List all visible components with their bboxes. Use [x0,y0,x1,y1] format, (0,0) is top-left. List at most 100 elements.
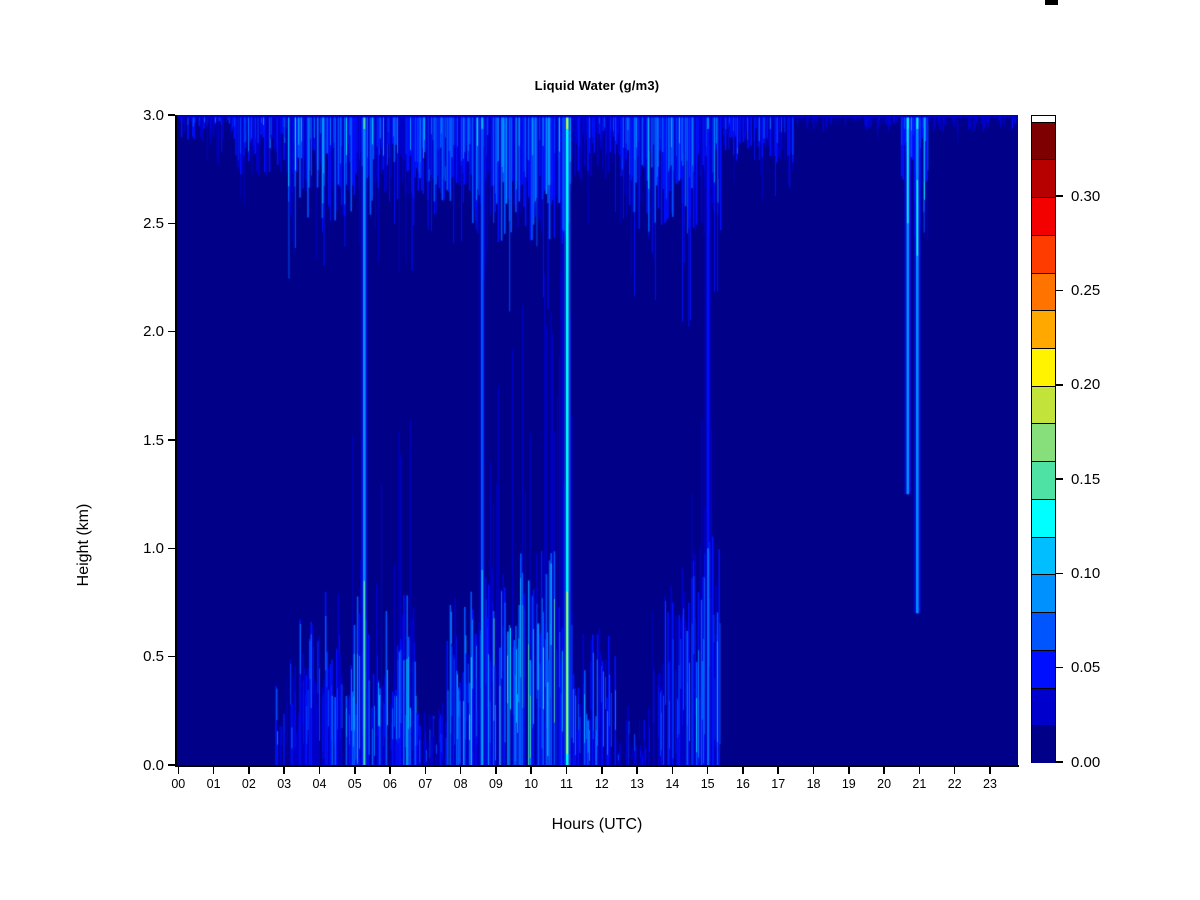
x-tick-mark [530,767,532,774]
x-tick-mark [248,767,250,774]
colorbar-segment [1032,461,1055,499]
colorbar-tick-label: 0.05 [1071,659,1101,677]
y-axis-title: Height (km) [75,503,92,587]
colorbar-segment [1032,121,1055,160]
y-tick-mark [168,439,175,441]
y-tick-mark [168,764,175,766]
x-tick-label: 22 [947,777,962,791]
colorbar-segment [1032,498,1055,537]
x-tick-label: 18 [806,777,821,791]
colorbar-tick-label: 0.15 [1071,470,1101,488]
x-tick-label: 21 [912,777,927,791]
colorbar-segment [1032,348,1055,386]
x-tick-label: 11 [559,777,573,791]
x-tick-label: 17 [771,777,786,791]
x-tick-mark [212,767,215,774]
colorbar-segment [1032,423,1055,462]
y-tick-mark [168,330,175,333]
x-tick-label: 23 [983,777,997,791]
x-tick-label: 03 [277,777,292,791]
colorbar-tick-label: 0.25 [1071,281,1101,299]
x-tick-mark [812,767,815,774]
colorbar-tick-label: 0.30 [1071,187,1101,205]
colorbar-tick-mark [1056,383,1063,386]
x-tick-mark [283,767,285,774]
colorbar-tick-label: 0.20 [1071,376,1101,394]
x-tick-label: 02 [241,777,256,791]
chart-title: Liquid Water (g/m3) [534,78,660,93]
y-tick-label: 0.5 [143,648,164,666]
x-tick-label: 20 [877,777,892,791]
y-tick-label: 2.0 [143,323,164,341]
x-tick-label: 04 [312,777,327,791]
x-tick-label: 13 [630,777,645,791]
x-tick-mark [953,767,956,774]
colorbar-segment [1032,612,1055,650]
y-tick-mark [168,222,175,225]
x-axis-line [175,765,1019,767]
x-tick-mark [883,767,885,774]
colorbar-segment [1032,649,1055,688]
y-axis-line [175,115,177,766]
colorbar-tick-label: 0.00 [1071,753,1101,771]
x-tick-label: 14 [665,777,680,791]
colorbar-segment [1032,272,1055,311]
x-tick-mark [424,767,427,774]
colorbar-tick-mark [1056,289,1063,292]
x-tick-mark [777,767,780,774]
x-tick-label: 12 [594,777,609,791]
x-tick-label: 16 [735,777,750,791]
heatmap-plot-area [176,115,1018,765]
colorbar-segment [1032,574,1055,613]
y-tick-label: 1.5 [143,431,164,449]
colorbar-tick-mark [1056,666,1063,669]
x-tick-mark [742,767,744,774]
x-tick-mark [495,767,497,774]
x-tick-mark [177,767,180,774]
y-tick-label: 1.0 [143,539,164,557]
x-tick-mark [706,767,709,774]
x-tick-label: 15 [700,777,715,791]
x-tick-label: 05 [347,777,362,791]
x-tick-mark [636,767,638,774]
x-tick-mark [565,767,568,774]
x-tick-mark [600,767,603,774]
x-tick-mark [459,767,462,774]
colorbar-tick-label: 0.10 [1071,564,1101,582]
x-tick-mark [318,767,321,774]
colorbar-segment [1032,197,1055,235]
x-tick-mark [848,767,850,774]
colorbar-tick-mark [1056,761,1063,763]
y-tick-label: 3.0 [143,106,164,124]
colorbar-tick-mark [1056,195,1063,197]
x-tick-label: 08 [453,777,468,791]
window-corner-artifact [1045,0,1058,5]
y-tick-mark [168,547,175,550]
colorbar-segment [1032,385,1055,424]
y-tick-label: 2.5 [143,214,164,232]
colorbar-segment [1032,725,1055,763]
heatmap-canvas [176,115,1018,765]
colorbar-tick-mark [1056,572,1063,575]
x-tick-mark [353,767,356,774]
colorbar-segment [1032,687,1055,726]
y-tick-label: 0.0 [143,756,164,774]
colorbar-segment [1032,536,1055,575]
x-tick-label: 09 [488,777,503,791]
x-tick-label: 01 [206,777,221,791]
x-tick-mark [989,767,991,774]
colorbar-tick-mark [1056,478,1063,480]
x-tick-label: 06 [383,777,397,791]
x-tick-mark [389,767,391,774]
x-tick-label: 07 [418,777,433,791]
x-tick-mark [671,767,674,774]
colorbar-segment [1032,159,1055,198]
colorbar [1031,115,1056,763]
colorbar-segment [1032,310,1055,348]
x-tick-label: 00 [171,777,186,791]
y-tick-mark [168,655,175,658]
y-tick-mark [168,114,175,116]
x-axis-title: Hours (UTC) [551,816,643,833]
x-tick-label: 10 [524,777,539,791]
